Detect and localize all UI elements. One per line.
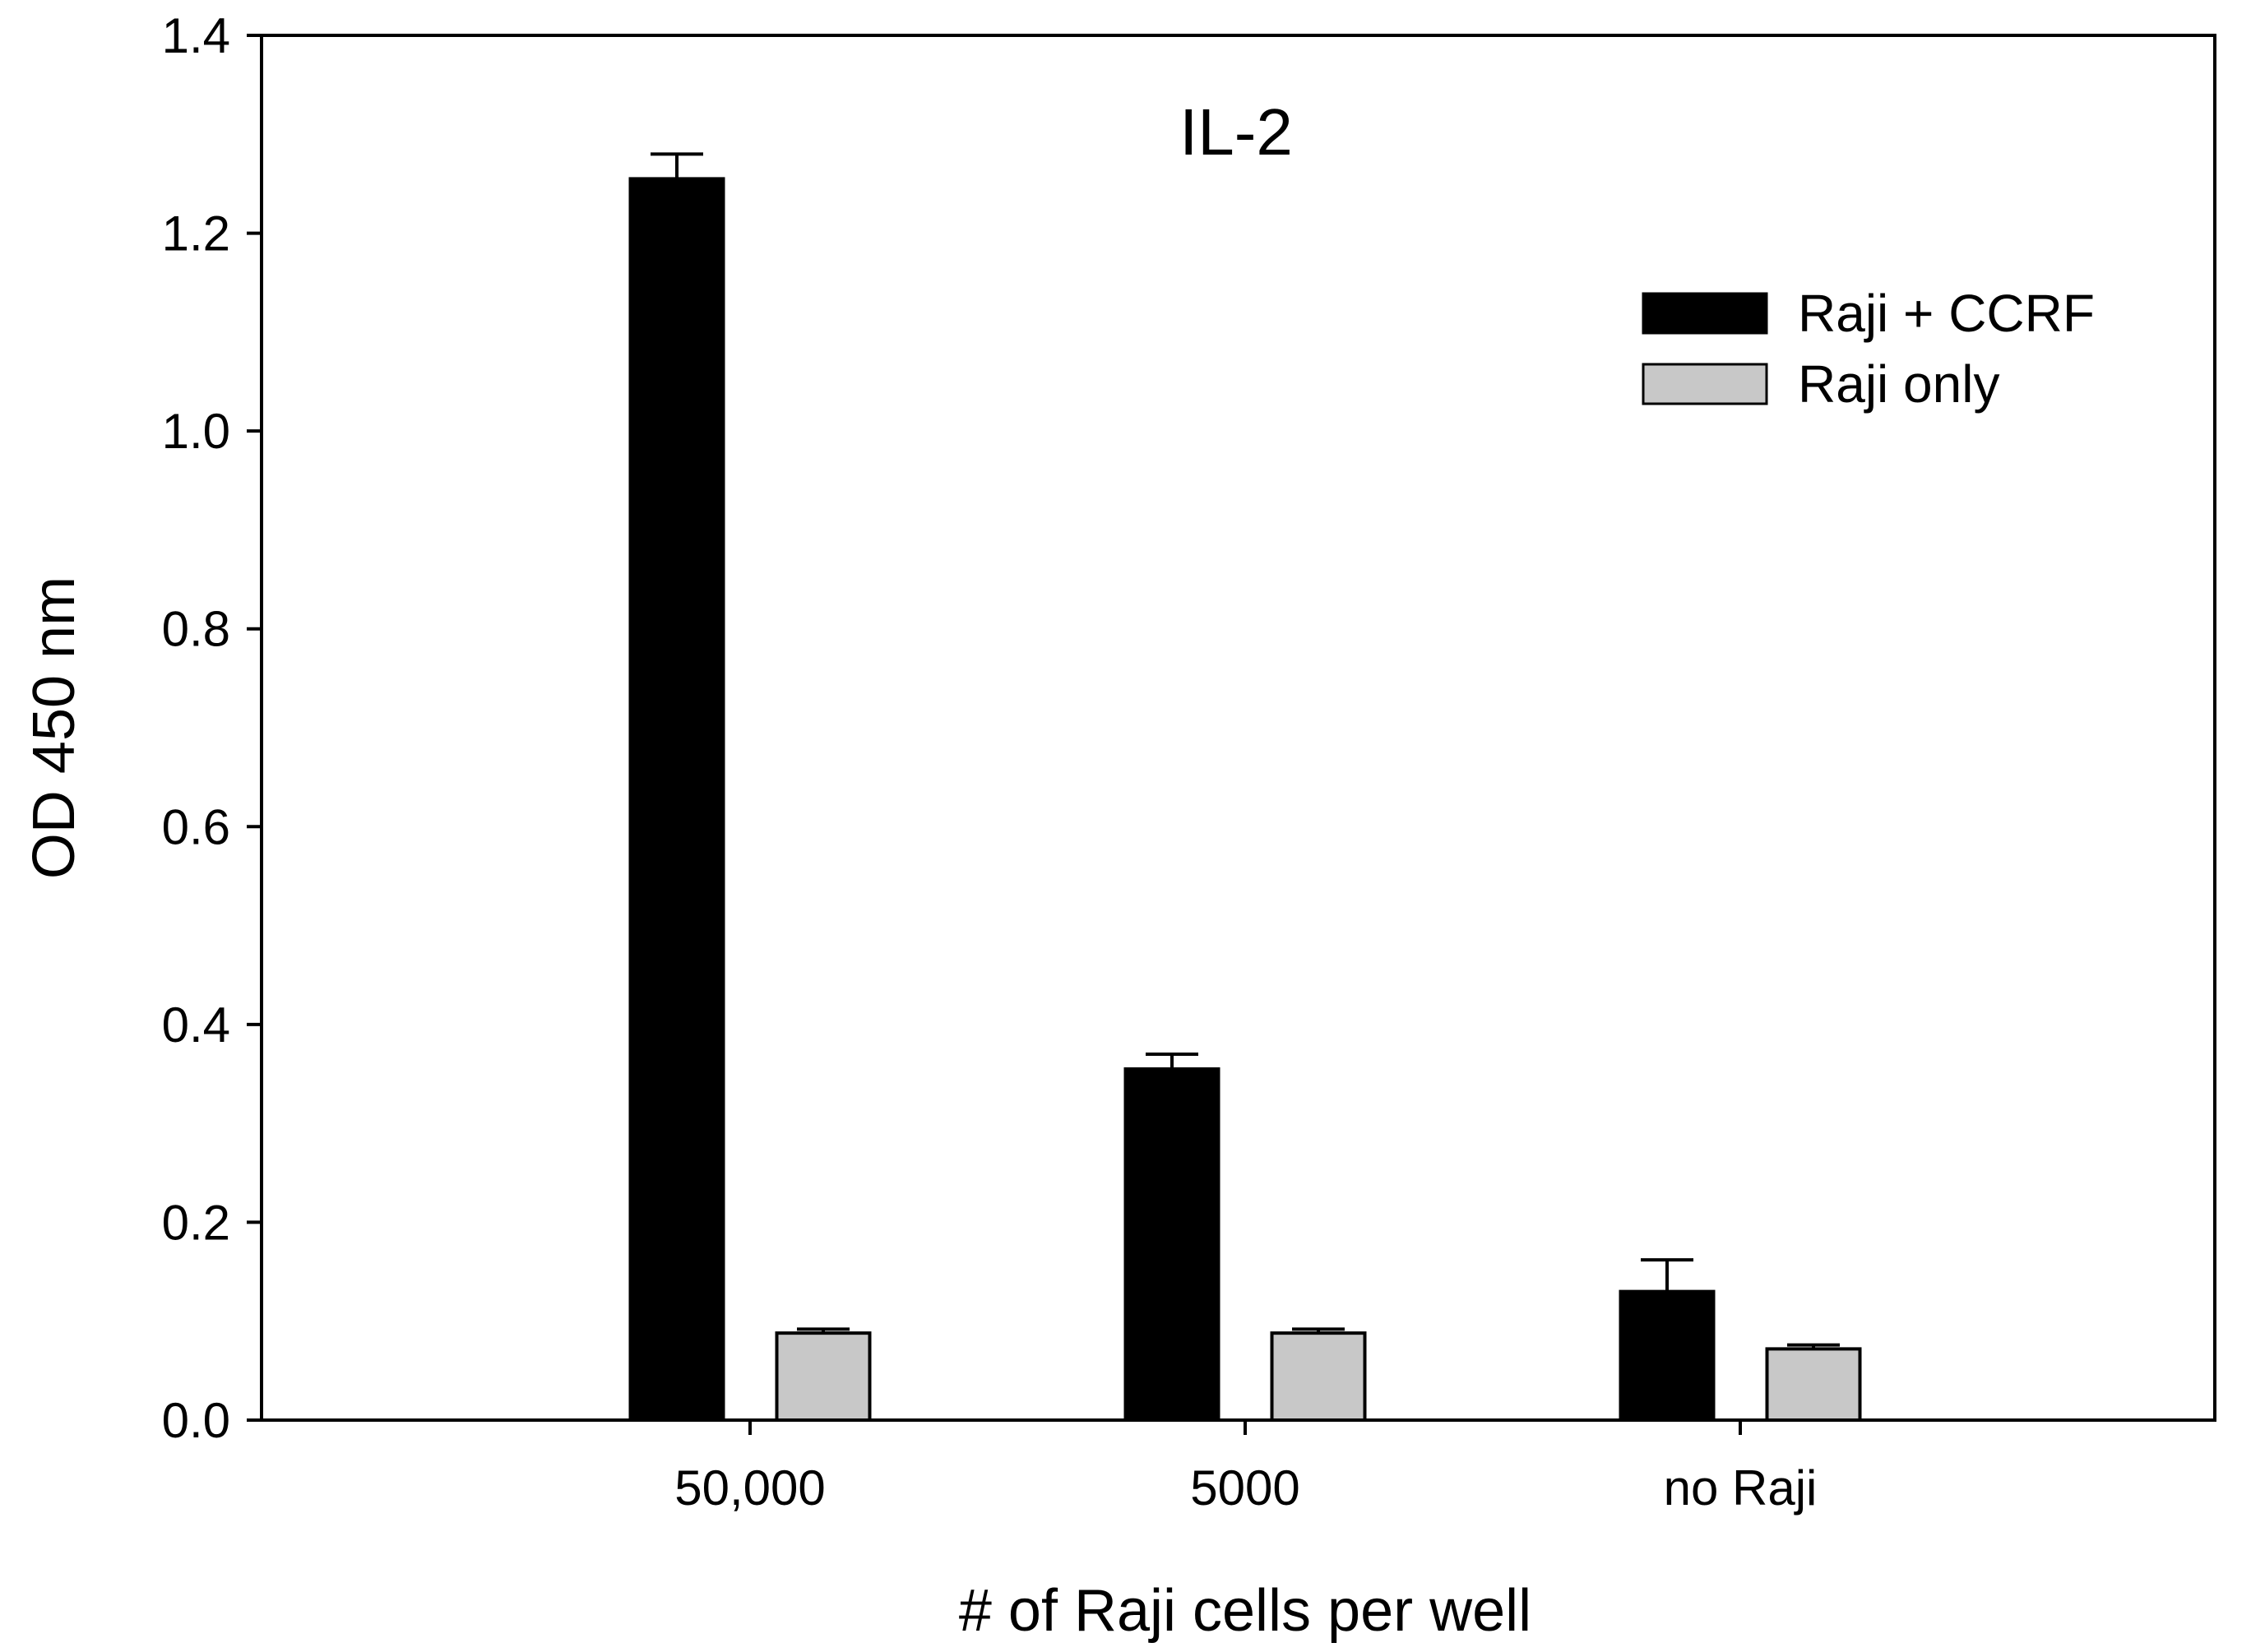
bar-raji-only — [775, 1331, 872, 1422]
legend-label-raji-only: Raji only — [1798, 354, 1999, 414]
x-axis: 50,000 5000 no Raji — [674, 1420, 1817, 1515]
error-bars-layer — [651, 152, 1840, 1349]
chart-title: IL-2 — [1179, 95, 1293, 169]
plot-frame — [260, 34, 2216, 1422]
y-tick-label: 1.0 — [162, 404, 230, 459]
x-axis-title: # of Raji cells per well — [959, 1578, 1531, 1644]
bar-raji-ccrf — [1123, 1067, 1220, 1422]
x-tick-label: 5000 — [1190, 1460, 1299, 1515]
y-tick-label: 0.2 — [162, 1195, 230, 1250]
y-tick-label: 1.2 — [162, 206, 230, 261]
y-axis-title: OD 450 nm — [21, 576, 87, 879]
x-tick-label: 50,000 — [674, 1460, 826, 1515]
y-axis: 0.0 0.2 0.4 0.6 0.8 1.0 1.2 1.4 — [162, 8, 262, 1448]
bar-raji-ccrf — [628, 177, 725, 1422]
y-tick-label: 1.4 — [162, 8, 230, 63]
y-tick-label: 0.4 — [162, 997, 230, 1053]
y-tick-label: 0.0 — [162, 1393, 230, 1448]
x-tick-label: no Raji — [1664, 1460, 1818, 1515]
y-tick-label: 0.6 — [162, 799, 230, 854]
bar-raji-only — [1270, 1331, 1367, 1422]
legend-swatch-raji-only — [1642, 363, 1768, 405]
legend-label-raji-ccrf: Raji + CCRF — [1798, 284, 2095, 343]
bar-raji-only — [1765, 1347, 1862, 1422]
legend: Raji + CCRF Raji only — [1642, 284, 2095, 414]
y-tick-label: 0.8 — [162, 602, 230, 657]
legend-swatch-raji-ccrf — [1642, 292, 1768, 335]
bar-raji-ccrf — [1619, 1289, 1716, 1422]
